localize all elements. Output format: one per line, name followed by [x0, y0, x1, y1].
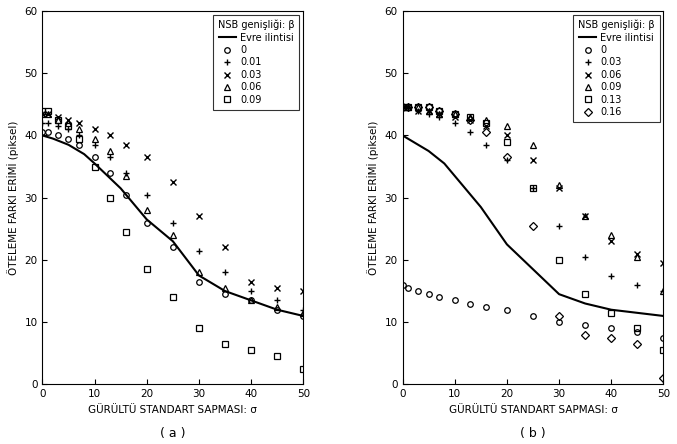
Y-axis label: ÖTELEME FARKI ERİMİ (piksel): ÖTELEME FARKI ERİMİ (piksel): [7, 120, 19, 275]
Legend: Evre ilintisi, 0, 0.01, 0.03, 0.06, 0.09: Evre ilintisi, 0, 0.01, 0.03, 0.06, 0.09: [213, 15, 299, 110]
X-axis label: GÜRÜLTÜ STANDART SAPMASI: σ: GÜRÜLTÜ STANDART SAPMASI: σ: [449, 405, 617, 415]
Text: ( b ): ( b ): [520, 427, 546, 440]
X-axis label: GÜRÜLTÜ STANDART SAPMASI: σ: GÜRÜLTÜ STANDART SAPMASI: σ: [89, 405, 257, 415]
Y-axis label: ÖTELEME FARKI ERİMİ (piksel): ÖTELEME FARKI ERİMİ (piksel): [367, 120, 379, 275]
Legend: Evre ilintisi, 0, 0.03, 0.06, 0.09, 0.13, 0.16: Evre ilintisi, 0, 0.03, 0.06, 0.09, 0.13…: [573, 15, 659, 122]
Text: ( a ): ( a ): [160, 427, 185, 440]
